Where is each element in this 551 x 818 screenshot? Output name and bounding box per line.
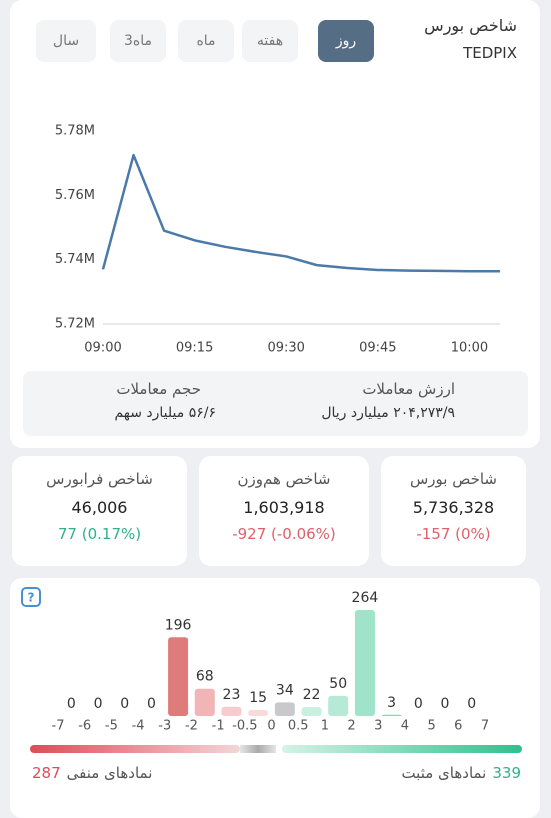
- stat-value: ۵۶/۶ میلیارد سهم: [114, 405, 216, 421]
- bar: [194, 688, 215, 716]
- bin-label: -0.5: [232, 719, 257, 734]
- bin-label: -6: [78, 719, 91, 734]
- bin-label: 6: [454, 719, 462, 734]
- value-label: 3: [387, 695, 396, 711]
- negative-bar: [30, 745, 240, 753]
- negative-label: نمادهای منفی: [66, 764, 153, 782]
- value-label: 22: [303, 687, 321, 703]
- index-change: 77 (0.17%): [57, 525, 142, 543]
- x-tick-label: 09:45: [359, 341, 396, 356]
- value-label: 264: [352, 590, 379, 606]
- bin-label: 2: [347, 719, 355, 734]
- bar: [381, 714, 402, 716]
- stat-label: حجم معاملات: [116, 380, 201, 398]
- negative-count: 287: [32, 764, 61, 782]
- bin-label: 0.5: [288, 719, 309, 734]
- neutral-bar: [240, 745, 276, 753]
- bin-label: 4: [401, 719, 409, 734]
- index-value: 1,603,918: [243, 498, 325, 517]
- index-change: -157 (0%): [416, 525, 491, 543]
- bin-label: 3: [374, 719, 382, 734]
- value-label: 68: [196, 669, 214, 685]
- bin-label: 1: [321, 719, 329, 734]
- stats-box: [23, 371, 528, 436]
- x-tick-label: 09:00: [84, 341, 121, 356]
- bin-label: 5: [427, 719, 435, 734]
- positive-count: 339: [492, 764, 521, 782]
- positive-summary: 339 نمادهای مثبت: [401, 764, 521, 782]
- tab[interactable]: هفته: [242, 20, 298, 62]
- bin-label: -1: [212, 719, 225, 734]
- index-name: شاخص هم‌وزن: [237, 470, 331, 488]
- svg-text:?: ?: [28, 591, 35, 605]
- title: شاخص بورس: [424, 16, 517, 35]
- breadth-card: [10, 578, 540, 818]
- value-label: 0: [94, 696, 103, 712]
- y-tick-label: 5.76M: [55, 188, 95, 203]
- index-tile[interactable]: شاخص هم‌وزن 1,603,918 -927 (-0.06%): [199, 456, 369, 566]
- positive-label: نمادهای مثبت: [401, 764, 487, 782]
- x-tick-label: 09:30: [267, 341, 304, 356]
- tab[interactable]: روز: [318, 20, 374, 62]
- value-label: 50: [329, 676, 347, 692]
- index-change: -927 (-0.06%): [232, 525, 336, 543]
- price-line: [101, 153, 500, 273]
- value-label: 0: [120, 696, 129, 712]
- tab[interactable]: 3ماه: [110, 20, 166, 62]
- help-icon[interactable]: ?: [21, 587, 41, 607]
- positive-bar: [282, 745, 522, 753]
- bin-label: -3: [158, 719, 171, 734]
- subtitle: TEDPIX: [463, 44, 517, 62]
- value-label: 196: [165, 617, 192, 633]
- negative-summary: نمادهای منفی 287: [32, 764, 152, 782]
- bin-label: -2: [185, 719, 198, 734]
- y-tick-label: 5.72M: [55, 317, 95, 332]
- page: شاخص بورس TEDPIX روز هفته ماه 3ماه سال ا…: [10, 0, 540, 818]
- stat-label: ارزش معاملات: [362, 380, 455, 398]
- bin-label: 0: [267, 719, 275, 734]
- index-tile[interactable]: شاخص فرابورس 46,006 77 (0.17%): [12, 456, 187, 566]
- value-label: 0: [414, 696, 423, 712]
- x-tick-label: 09:15: [176, 341, 213, 356]
- tab[interactable]: ماه: [178, 20, 234, 62]
- index-value: 46,006: [71, 498, 128, 517]
- x-tick-label: 10:00: [451, 341, 488, 356]
- tab[interactable]: سال: [36, 20, 96, 62]
- index-tile[interactable]: شاخص بورس 5,736,328 -157 (0%): [381, 456, 526, 566]
- index-value: 5,736,328: [412, 498, 495, 517]
- bin-label: -5: [105, 719, 118, 734]
- y-tick-label: 5.74M: [55, 252, 95, 267]
- charts: ? 5.72M 5.74M 5.76M 5.78M 09:00 09:15 09:30 09:…: [21, 124, 522, 753]
- bin-label: -7: [52, 719, 65, 734]
- value-label: 0: [441, 696, 450, 712]
- bar: [328, 695, 349, 716]
- index-name: شاخص بورس: [409, 470, 498, 488]
- bar: [274, 702, 295, 716]
- bar: [354, 610, 375, 716]
- bar: [301, 707, 322, 716]
- value-label: 0: [467, 696, 476, 712]
- bar: [168, 637, 189, 716]
- bar: [248, 709, 269, 716]
- index-name: شاخص فرابورس: [46, 470, 153, 488]
- y-tick-label: 5.78M: [55, 124, 95, 139]
- bin-label: -4: [132, 719, 145, 734]
- stat-value: ۲۰۴,۲۷۳/۹ میلیارد ریال: [321, 405, 455, 421]
- value-label: 0: [67, 696, 76, 712]
- value-label: 34: [276, 682, 294, 698]
- value-label: 15: [249, 690, 267, 706]
- bin-label: 7: [481, 719, 489, 734]
- value-label: 23: [223, 687, 241, 703]
- value-label: 0: [147, 696, 156, 712]
- bar: [221, 706, 242, 716]
